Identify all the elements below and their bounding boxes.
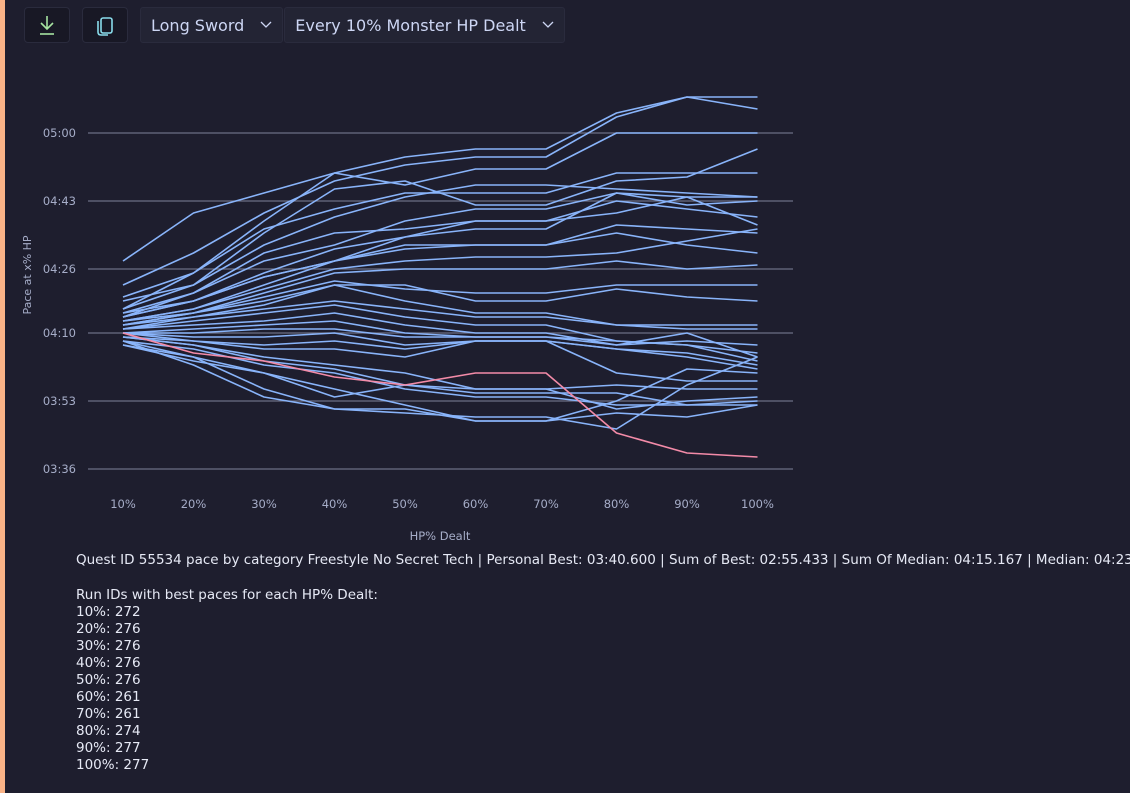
x-tick-label: 80% (604, 497, 630, 511)
download-button[interactable] (24, 7, 70, 43)
best-run-item: 70%: 261 (76, 706, 141, 722)
series-line (122, 192, 758, 314)
y-tick-label: 04:26 (43, 262, 76, 276)
best-run-item: 30%: 276 (76, 638, 141, 654)
x-tick-label: 50% (392, 497, 418, 511)
chevron-down-icon (542, 21, 554, 29)
series-line (122, 232, 758, 322)
weapon-select[interactable]: Long Sword (140, 7, 284, 43)
series-line (122, 284, 758, 326)
y-tick-label: 03:53 (43, 394, 76, 408)
x-tick-label: 10% (110, 497, 136, 511)
series-line (122, 344, 758, 410)
series-line (122, 300, 758, 330)
best-run-item: 10%: 272 (76, 604, 141, 620)
copy-icon (97, 17, 113, 36)
highlight-series-line (122, 332, 758, 458)
series-line (122, 344, 758, 430)
series-line (122, 96, 758, 286)
pace-summary: Quest ID 55534 pace by category Freestyl… (76, 552, 1130, 568)
weapon-select-value: Long Sword (151, 15, 245, 35)
best-run-item: 40%: 276 (76, 655, 141, 671)
x-tick-label: 100% (741, 497, 774, 511)
download-icon (40, 16, 54, 35)
series-line (122, 96, 758, 262)
x-tick-label: 40% (322, 497, 348, 511)
series-line (122, 332, 758, 370)
y-tick-label: 03:36 (43, 462, 76, 476)
series-line (122, 332, 758, 366)
pace-chart: 03:36 03:53 04:10 04:26 04:43 05:00 10% 20% 30% 4… (21, 96, 793, 543)
best-run-item: 80%: 274 (76, 723, 141, 739)
interval-select-value: Every 10% Monster HP Dealt (295, 15, 526, 35)
chevron-down-icon (260, 21, 272, 29)
series-line (122, 184, 758, 310)
x-tick-label: 90% (674, 497, 700, 511)
interval-select[interactable]: Every 10% Monster HP Dealt (284, 7, 565, 43)
y-tick-label: 05:00 (43, 126, 76, 140)
x-axis-label: HP% Dealt (410, 529, 471, 543)
series-line (122, 224, 758, 318)
series-line (122, 336, 758, 406)
y-tick-label: 04:43 (43, 194, 76, 208)
series-layer (122, 96, 758, 458)
series-line (122, 196, 758, 318)
best-run-item: 20%: 276 (76, 621, 141, 637)
best-run-item: 60%: 261 (76, 689, 141, 705)
x-tick-label: 60% (463, 497, 489, 511)
best-run-item: 100%: 277 (76, 757, 150, 773)
series-line (122, 132, 758, 298)
copy-button[interactable] (82, 7, 128, 43)
series-line (122, 228, 758, 322)
toolbar: Long Sword Every 10% Monster HP Dealt (24, 6, 566, 44)
y-axis-label: Pace at x% HP (21, 235, 34, 314)
axis-layer: 03:36 03:53 04:10 04:26 04:43 05:00 10% 20% 30% 4… (21, 126, 774, 543)
best-run-item: 50%: 276 (76, 672, 141, 688)
series-line (122, 320, 758, 358)
best-runs-heading: Run IDs with best paces for each HP% Dea… (76, 587, 378, 603)
y-tick-label: 04:10 (43, 326, 76, 340)
best-runs-list: Run IDs with best paces for each HP% Dea… (76, 587, 378, 774)
best-run-item: 90%: 277 (76, 740, 141, 756)
x-tick-label: 30% (251, 497, 277, 511)
series-line (122, 172, 758, 310)
x-tick-label: 70% (533, 497, 559, 511)
x-tick-label: 20% (181, 497, 207, 511)
accent-bar (0, 0, 5, 793)
series-line (122, 284, 758, 326)
series-line (123, 328, 758, 362)
series-line (122, 336, 758, 382)
series-line (122, 260, 758, 322)
series-line (122, 340, 758, 422)
series-line (122, 280, 758, 326)
series-line (122, 336, 758, 390)
